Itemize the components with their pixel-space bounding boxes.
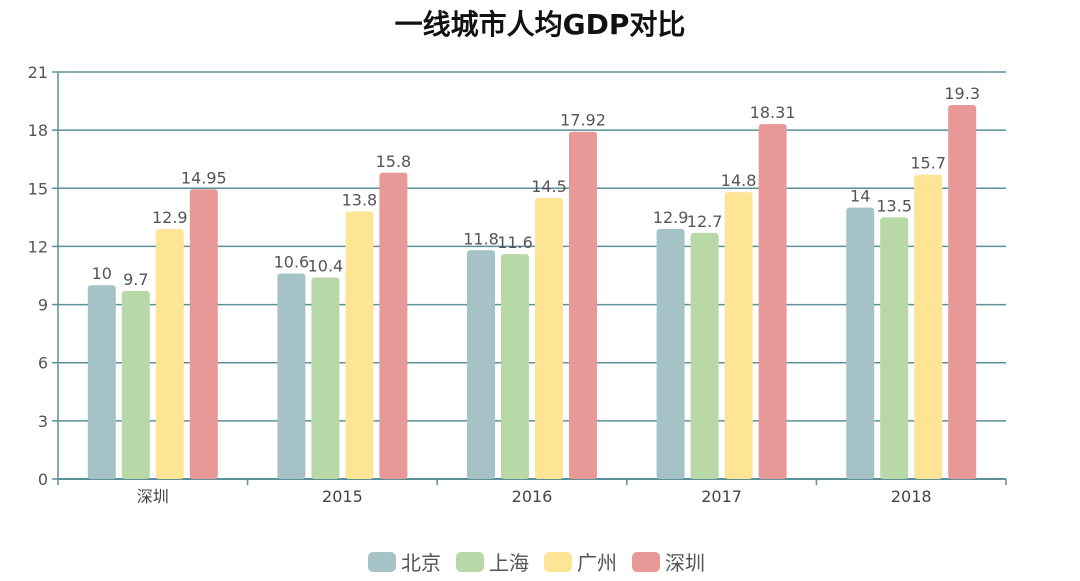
- legend-swatch: [368, 552, 396, 572]
- x-tick-label: 2016: [512, 487, 553, 506]
- legend-label: 深圳: [665, 551, 705, 575]
- chart-title: 一线城市人均GDP对比: [395, 8, 686, 41]
- bar: [121, 291, 150, 479]
- bar: [379, 172, 408, 479]
- data-label: 10: [92, 264, 112, 283]
- data-label: 11.6: [497, 233, 533, 252]
- data-label: 10.4: [308, 256, 344, 275]
- data-label: 14.8: [721, 171, 757, 190]
- data-label: 12.9: [152, 208, 188, 227]
- data-labels: 10 9.7 12.9 14.95 10.610.4 13.8 15.8 11.811.6 14…: [92, 84, 980, 289]
- data-label: 13.8: [342, 191, 378, 210]
- x-tick-label: 2015: [322, 487, 363, 506]
- legend-label: 北京: [401, 551, 441, 575]
- y-tick-label: 12: [28, 237, 48, 256]
- legend-swatch: [544, 552, 572, 572]
- data-label: 9.7: [123, 270, 148, 289]
- legend-item[interactable]: 深圳: [632, 551, 705, 575]
- bar: [690, 232, 719, 479]
- legend-swatch: [632, 552, 660, 572]
- bar: [880, 217, 909, 479]
- bar: [948, 104, 977, 479]
- data-label: 14: [850, 187, 870, 206]
- bar: [467, 250, 495, 479]
- data-label: 13.5: [876, 196, 912, 215]
- bar: [345, 211, 374, 480]
- data-label: 12.9: [653, 208, 689, 227]
- bar: [846, 207, 875, 479]
- y-tick-label: 9: [38, 296, 48, 315]
- legend[interactable]: 北京 上海 广州 深圳: [368, 551, 705, 575]
- legend-item[interactable]: 广州: [544, 551, 617, 575]
- axes: 0 3 6 9 12 15 18 21 深圳 2015 2016 2017 2018: [28, 63, 1007, 506]
- y-tick-label: 6: [38, 354, 48, 373]
- bar: [656, 228, 685, 479]
- x-tick-label: 深圳: [137, 487, 169, 506]
- bar: [501, 254, 529, 479]
- bar: [724, 192, 753, 479]
- y-tick-label: 18: [28, 121, 48, 140]
- bar: [189, 189, 218, 479]
- x-tick-label: 2017: [701, 487, 742, 506]
- bar: [569, 131, 597, 479]
- data-label: 19.3: [944, 84, 980, 103]
- data-label: 15.7: [910, 154, 946, 173]
- data-label: 15.8: [376, 152, 412, 171]
- legend-item[interactable]: 上海: [456, 551, 529, 575]
- y-tick-label: 21: [28, 63, 48, 82]
- y-tick-label: 3: [38, 412, 48, 431]
- bar: [155, 228, 184, 479]
- bar: [277, 273, 306, 479]
- bar: [914, 174, 943, 479]
- data-label: 10.6: [274, 253, 310, 272]
- y-tick-label: 15: [28, 179, 48, 198]
- data-label: 11.8: [463, 229, 499, 248]
- bar: [87, 285, 116, 479]
- data-label: 14.5: [531, 177, 567, 196]
- data-label: 12.7: [687, 212, 723, 231]
- x-tick-label: 2018: [891, 487, 932, 506]
- bar: [311, 277, 340, 479]
- data-label: 17.92: [560, 111, 606, 130]
- legend-label: 广州: [577, 551, 617, 575]
- bars: [87, 104, 977, 480]
- data-label: 18.31: [750, 103, 796, 122]
- legend-swatch: [456, 552, 484, 572]
- data-label: 14.95: [181, 168, 227, 187]
- bar: [758, 124, 787, 479]
- bar: [535, 197, 563, 479]
- y-tick-label: 0: [38, 470, 48, 489]
- legend-item[interactable]: 北京: [368, 551, 441, 575]
- legend-label: 上海: [489, 551, 529, 575]
